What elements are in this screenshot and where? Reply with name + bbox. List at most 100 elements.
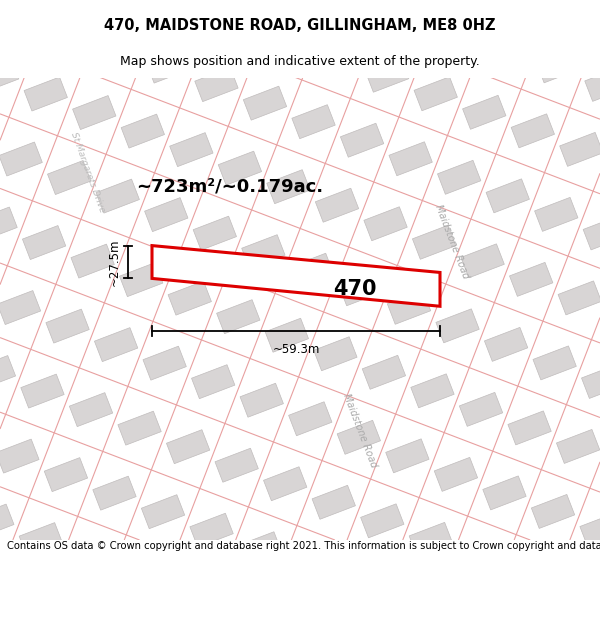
Polygon shape bbox=[0, 207, 17, 241]
Polygon shape bbox=[365, 58, 409, 92]
Text: Map shows position and indicative extent of the property.: Map shows position and indicative extent… bbox=[120, 56, 480, 68]
Polygon shape bbox=[166, 430, 210, 464]
Polygon shape bbox=[22, 226, 66, 259]
Polygon shape bbox=[44, 458, 88, 492]
Polygon shape bbox=[0, 504, 14, 538]
Polygon shape bbox=[535, 198, 578, 231]
Polygon shape bbox=[142, 495, 185, 529]
Polygon shape bbox=[19, 522, 62, 557]
Text: ~723m²/~0.179ac.: ~723m²/~0.179ac. bbox=[136, 178, 323, 196]
Polygon shape bbox=[47, 161, 91, 194]
Polygon shape bbox=[267, 170, 310, 204]
Text: Contains OS data © Crown copyright and database right 2021. This information is : Contains OS data © Crown copyright and d… bbox=[7, 541, 600, 551]
Polygon shape bbox=[24, 77, 67, 111]
Polygon shape bbox=[290, 253, 334, 288]
Polygon shape bbox=[509, 262, 553, 296]
Polygon shape bbox=[218, 151, 262, 185]
Polygon shape bbox=[463, 95, 506, 129]
Polygon shape bbox=[217, 300, 260, 334]
Text: ~27.5m: ~27.5m bbox=[107, 238, 121, 286]
Polygon shape bbox=[536, 49, 580, 83]
Polygon shape bbox=[436, 309, 479, 343]
Polygon shape bbox=[121, 114, 164, 148]
Polygon shape bbox=[94, 328, 138, 362]
Polygon shape bbox=[560, 132, 600, 166]
Polygon shape bbox=[0, 356, 16, 389]
Polygon shape bbox=[119, 262, 163, 297]
Text: Maidstone Road: Maidstone Road bbox=[433, 203, 471, 280]
Polygon shape bbox=[242, 235, 285, 269]
Polygon shape bbox=[412, 225, 456, 259]
Polygon shape bbox=[461, 244, 505, 278]
Polygon shape bbox=[93, 476, 136, 510]
Polygon shape bbox=[389, 142, 433, 176]
Polygon shape bbox=[96, 179, 139, 213]
Polygon shape bbox=[314, 337, 357, 371]
Polygon shape bbox=[312, 485, 355, 519]
Text: 470: 470 bbox=[333, 279, 377, 299]
Polygon shape bbox=[340, 123, 384, 158]
Polygon shape bbox=[460, 392, 503, 426]
Polygon shape bbox=[289, 402, 332, 436]
Polygon shape bbox=[146, 49, 190, 83]
Polygon shape bbox=[143, 346, 187, 380]
Polygon shape bbox=[195, 68, 238, 102]
Polygon shape bbox=[46, 309, 89, 343]
Polygon shape bbox=[414, 77, 457, 111]
Polygon shape bbox=[483, 476, 526, 510]
Polygon shape bbox=[244, 86, 287, 120]
Polygon shape bbox=[434, 458, 478, 491]
Polygon shape bbox=[240, 383, 283, 418]
Polygon shape bbox=[265, 318, 308, 352]
Text: Maidstone Road: Maidstone Road bbox=[341, 392, 379, 469]
Polygon shape bbox=[145, 198, 188, 232]
Polygon shape bbox=[339, 272, 382, 306]
Polygon shape bbox=[168, 281, 211, 315]
Polygon shape bbox=[558, 281, 600, 315]
Polygon shape bbox=[361, 504, 404, 538]
Polygon shape bbox=[0, 142, 43, 176]
Polygon shape bbox=[0, 59, 19, 92]
Polygon shape bbox=[0, 291, 41, 324]
Polygon shape bbox=[411, 374, 454, 408]
Polygon shape bbox=[364, 207, 407, 241]
Polygon shape bbox=[484, 328, 528, 361]
Polygon shape bbox=[583, 216, 600, 250]
Polygon shape bbox=[238, 532, 282, 566]
Text: ~59.3m: ~59.3m bbox=[272, 342, 320, 356]
Polygon shape bbox=[191, 365, 235, 399]
Polygon shape bbox=[215, 448, 259, 482]
Polygon shape bbox=[486, 179, 529, 213]
Polygon shape bbox=[556, 429, 600, 463]
Polygon shape bbox=[292, 105, 335, 139]
Polygon shape bbox=[337, 420, 380, 454]
Polygon shape bbox=[580, 513, 600, 547]
Polygon shape bbox=[263, 467, 307, 501]
Polygon shape bbox=[152, 246, 440, 306]
Polygon shape bbox=[585, 68, 600, 101]
Polygon shape bbox=[458, 541, 501, 575]
Polygon shape bbox=[409, 522, 452, 556]
Polygon shape bbox=[581, 364, 600, 398]
Polygon shape bbox=[193, 216, 236, 250]
Polygon shape bbox=[386, 439, 429, 473]
Polygon shape bbox=[388, 290, 431, 324]
Polygon shape bbox=[0, 439, 39, 473]
Polygon shape bbox=[533, 346, 577, 380]
Polygon shape bbox=[190, 513, 233, 548]
Polygon shape bbox=[316, 188, 359, 222]
Polygon shape bbox=[21, 374, 64, 408]
Polygon shape bbox=[508, 411, 551, 445]
Polygon shape bbox=[170, 132, 213, 167]
Polygon shape bbox=[71, 244, 115, 278]
Polygon shape bbox=[362, 355, 406, 389]
Polygon shape bbox=[437, 160, 481, 194]
Polygon shape bbox=[73, 96, 116, 129]
Polygon shape bbox=[511, 114, 554, 148]
Text: St Margarets Drive: St Margarets Drive bbox=[69, 131, 107, 213]
Text: 470, MAIDSTONE ROAD, GILLINGHAM, ME8 0HZ: 470, MAIDSTONE ROAD, GILLINGHAM, ME8 0HZ bbox=[104, 18, 496, 33]
Polygon shape bbox=[70, 392, 113, 427]
Polygon shape bbox=[532, 494, 575, 528]
Polygon shape bbox=[118, 411, 161, 445]
Polygon shape bbox=[68, 541, 111, 575]
